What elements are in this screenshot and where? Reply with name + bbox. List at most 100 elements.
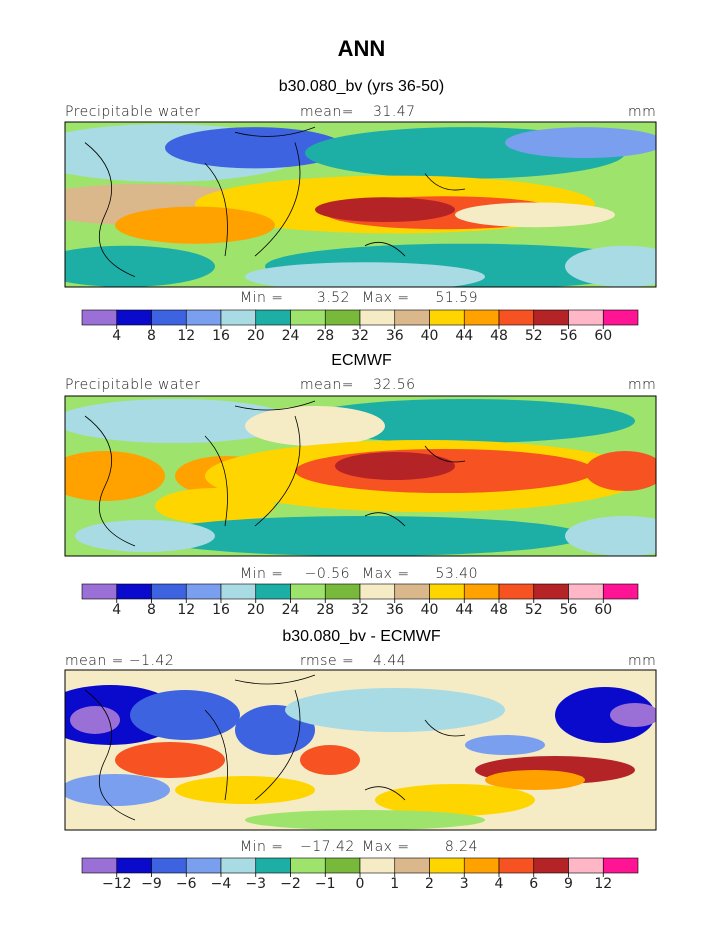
colorbar-tick-label: 16 <box>212 602 230 618</box>
colorbar-swatch <box>255 309 291 326</box>
colorbar-swatch <box>429 309 465 326</box>
colorbar-swatch <box>463 583 500 600</box>
max-label: Max = <box>362 290 410 306</box>
map-frame <box>64 395 657 557</box>
contour-map <box>65 670 656 830</box>
colorbar-tick-label: 48 <box>490 602 508 618</box>
panel-stat-value: 32.56 <box>373 377 416 393</box>
max-label: Max = <box>362 566 410 582</box>
colorbar-swatch <box>255 857 291 874</box>
contour-fill <box>65 451 165 501</box>
panel-title: ECMWF <box>331 352 392 369</box>
contour-fill <box>245 406 385 446</box>
colorbar-swatch <box>602 583 639 600</box>
colorbar-tick-label: 12 <box>594 876 613 892</box>
panel-units: mm <box>628 653 657 669</box>
min-label: Min = <box>240 290 284 306</box>
contour-fill <box>165 127 345 169</box>
contour-fill <box>65 774 170 806</box>
contour-fill <box>115 206 275 244</box>
colorbar-tick-label: 32 <box>351 328 369 344</box>
colorbar-tick-label: 48 <box>490 328 508 344</box>
contour-fill <box>155 488 275 524</box>
colorbar-tick-label: 40 <box>420 328 439 344</box>
colorbar-tick-label: 40 <box>420 602 439 618</box>
colorbar-tick-label: 52 <box>524 328 543 344</box>
colorbar-tick-label: −2 <box>280 876 301 892</box>
colorbar-tick-label: 28 <box>316 602 335 618</box>
map-frame <box>64 121 657 288</box>
colorbar-tick-label: 44 <box>455 602 474 618</box>
colorbar-swatch <box>116 309 152 326</box>
colorbar-swatch <box>568 309 604 326</box>
colorbar-tick-label: −3 <box>245 876 267 892</box>
colorbar-swatch <box>498 583 535 600</box>
contour-fill <box>465 735 545 755</box>
colorbar-swatch <box>324 583 361 600</box>
colorbar-tick-label: 4 <box>494 876 504 892</box>
colorbar-swatch <box>151 583 187 600</box>
contour-fill <box>585 451 656 491</box>
contour-fill <box>315 197 455 223</box>
contour-fill <box>130 690 240 740</box>
colorbar-swatch <box>568 583 604 600</box>
max-label: Max = <box>362 839 410 855</box>
colorbar-tick-label: −4 <box>210 876 232 892</box>
colorbar-tick-label: 60 <box>594 602 613 618</box>
colorbar-swatch <box>185 309 222 326</box>
colorbar-swatch <box>324 857 361 874</box>
colorbar-tick-label: −6 <box>175 876 197 892</box>
colorbar-swatch <box>602 309 639 326</box>
colorbar-tick-label: 12 <box>177 328 196 344</box>
panel-stat-value: 31.47 <box>373 104 416 120</box>
panel-left-label: mean = −1.42 <box>65 653 175 669</box>
figure-title: ANN <box>337 36 386 61</box>
contour-fill <box>565 245 656 287</box>
colorbar-tick-label: 2 <box>425 876 434 892</box>
min-value: −17.42 <box>300 839 355 855</box>
colorbar-swatch <box>220 309 257 326</box>
colorbar-tick-label: −1 <box>314 876 336 892</box>
panel-left-label: Precipitable water <box>65 377 201 393</box>
colorbar-swatch <box>394 583 430 600</box>
colorbar-tick-label: 36 <box>385 328 404 344</box>
colorbar-tick-label: −12 <box>101 876 132 892</box>
colorbar-swatch <box>394 857 430 874</box>
colorbar-swatch <box>533 583 569 600</box>
contour-fill <box>505 127 656 159</box>
panel-stat-name: mean= <box>300 104 354 120</box>
panel-title: b30.080_bv (yrs 36-50) <box>278 78 445 95</box>
colorbar-swatch <box>185 857 222 874</box>
max-value: 53.40 <box>435 566 478 582</box>
contour-fill <box>610 703 656 727</box>
colorbar-swatch <box>151 857 187 874</box>
colorbar-swatch <box>81 309 118 326</box>
min-label: Min = <box>240 566 284 582</box>
contour-fill <box>565 516 656 556</box>
contour-fill <box>65 245 215 287</box>
colorbar-swatch <box>81 857 118 874</box>
colorbar-tick-label: 56 <box>559 328 578 344</box>
panel-stat-name: mean= <box>300 377 354 393</box>
colorbar-swatch <box>533 309 569 326</box>
colorbar-tick-label: 52 <box>524 602 543 618</box>
min-value: −0.56 <box>304 566 350 582</box>
colorbar-swatch <box>429 583 465 600</box>
colorbar-tick-label: 60 <box>594 328 613 344</box>
colorbar-tick-label: 12 <box>177 602 196 618</box>
colorbar-swatch <box>81 583 118 600</box>
colorbar-swatch <box>220 857 257 874</box>
colorbar-tick-label: 36 <box>385 602 404 618</box>
colorbar-swatch <box>602 857 639 874</box>
colorbar-swatch <box>290 583 326 600</box>
colorbar-tick-label: 16 <box>212 328 230 344</box>
contour-map <box>65 122 656 287</box>
contour-fill <box>335 452 455 480</box>
colorbar-swatch <box>255 583 291 600</box>
colorbar-swatch <box>290 309 326 326</box>
colorbar-tick-label: 9 <box>564 876 573 892</box>
min-value: 3.52 <box>316 290 350 306</box>
contour-fill <box>175 776 315 804</box>
panel-units: mm <box>628 377 657 393</box>
contour-fill <box>65 399 295 443</box>
